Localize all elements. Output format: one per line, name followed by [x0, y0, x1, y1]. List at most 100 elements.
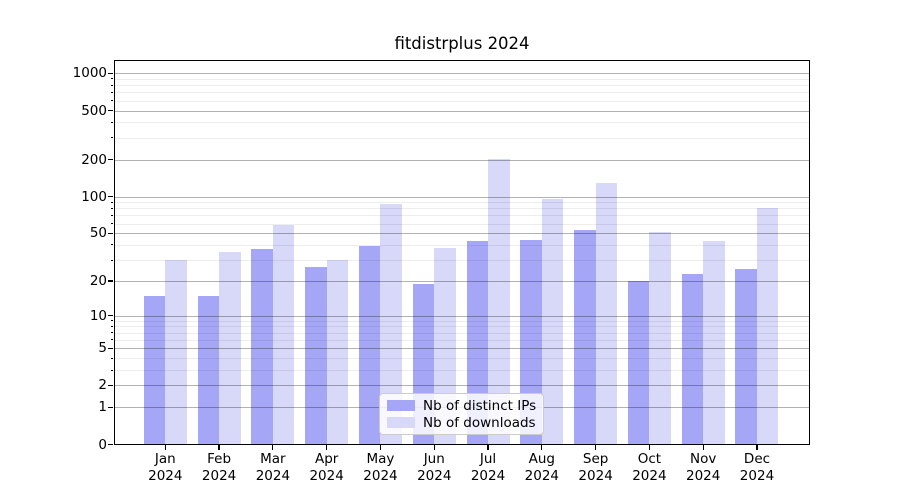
bar-nb-of-downloads-jul-2024	[488, 158, 510, 445]
bar-nb-of-distinct-ips-mar-2024	[251, 249, 273, 445]
x-tick-label-aug-2024: Aug 2024	[510, 451, 574, 484]
gridline-major-10	[114, 315, 810, 317]
y-minortick-90	[110, 201, 113, 203]
y-tick-label-0: 0	[98, 436, 107, 453]
y-tick-10	[108, 315, 113, 317]
x-tick-mar-2024	[272, 445, 274, 451]
gridline-minor-8	[114, 326, 810, 328]
y-minortick-3	[110, 369, 113, 371]
gridline-minor-6	[114, 339, 810, 341]
gridline-minor-700	[114, 92, 810, 94]
y-tick-20	[108, 280, 113, 282]
y-tick-label-1: 1	[98, 399, 107, 416]
y-minortick-900	[110, 78, 113, 80]
x-tick-label-sep-2024: Sep 2024	[564, 451, 628, 484]
bar-nb-of-downloads-apr-2024	[326, 260, 349, 445]
x-tick-label-jan-2024: Jan 2024	[133, 451, 197, 484]
legend-swatch-nb-of-distinct-ips	[387, 400, 415, 411]
y-tick-1000	[108, 72, 113, 74]
year-label: 2024	[363, 467, 398, 484]
y-minortick-300	[110, 137, 113, 139]
x-tick-sep-2024	[595, 445, 597, 451]
y-minortick-60	[110, 223, 113, 225]
y-tick-5	[108, 347, 113, 349]
gridline-minor-3	[114, 370, 810, 372]
legend-swatch-nb-of-downloads	[387, 417, 415, 428]
gridline-major-200	[114, 159, 810, 161]
x-tick-label-may-2024: May 2024	[348, 451, 412, 484]
y-tick-label-5: 5	[98, 340, 107, 357]
gridline-minor-7	[114, 332, 810, 334]
y-tick-100	[108, 195, 113, 198]
gridline-minor-30	[114, 260, 810, 261]
y-tick-label-200: 200	[81, 151, 107, 168]
year-label: 2024	[255, 467, 291, 484]
gridline-major-1000	[114, 73, 810, 75]
y-tick-50	[108, 232, 113, 234]
year-label: 2024	[470, 467, 506, 484]
year-label: 2024	[578, 467, 613, 484]
x-tick-label-apr-2024: Apr 2024	[295, 451, 359, 484]
y-minortick-700	[110, 91, 113, 93]
gridline-minor-70	[114, 215, 810, 217]
bar-nb-of-distinct-ips-sep-2024	[574, 230, 596, 445]
bar-nb-of-distinct-ips-nov-2024	[681, 273, 704, 445]
y-tick-label-500: 500	[81, 102, 107, 119]
month-label: Oct	[637, 451, 662, 467]
x-tick-label-mar-2024: Mar 2024	[241, 451, 305, 484]
x-tick-label-jun-2024: Jun 2024	[402, 451, 466, 484]
x-tick-nov-2024	[702, 445, 704, 451]
gridline-major-20	[114, 280, 810, 282]
month-label: Sep	[582, 451, 609, 467]
legend: Nb of distinct IPs Nb of downloads	[379, 393, 544, 435]
y-minortick-30	[110, 259, 113, 261]
y-minortick-6	[110, 339, 113, 341]
y-minortick-800	[110, 84, 113, 86]
gridline-minor-80	[114, 208, 810, 210]
x-tick-jan-2024	[164, 445, 166, 451]
gridline-minor-40	[114, 244, 810, 246]
x-tick-label-jul-2024: Jul 2024	[456, 451, 520, 484]
year-label: 2024	[739, 467, 775, 484]
y-tick-500	[108, 109, 113, 112]
x-tick-aug-2024	[541, 445, 543, 451]
y-tick-label-1000: 1000	[72, 65, 107, 82]
year-label: 2024	[201, 467, 237, 484]
y-minortick-70	[110, 214, 113, 216]
legend-item-nb-of-downloads: Nb of downloads	[387, 415, 536, 431]
y-tick-label-100: 100	[81, 188, 107, 205]
bar-nb-of-downloads-jan-2024	[165, 260, 187, 445]
legend-label: Nb of distinct IPs	[423, 397, 537, 414]
year-label: 2024	[632, 467, 667, 484]
x-tick-apr-2024	[326, 445, 328, 451]
x-tick-feb-2024	[218, 445, 220, 451]
y-tick-label-50: 50	[89, 225, 107, 242]
bar-nb-of-distinct-ips-may-2024	[358, 246, 381, 445]
month-label: Aug	[528, 451, 556, 467]
month-label: Jul	[479, 451, 497, 467]
x-tick-label-feb-2024: Feb 2024	[187, 451, 251, 484]
x-tick-jun-2024	[433, 445, 435, 451]
month-label: Feb	[207, 451, 232, 467]
y-minortick-600	[110, 100, 113, 102]
month-label: Apr	[314, 451, 339, 467]
bar-nb-of-distinct-ips-jan-2024	[143, 295, 166, 445]
year-label: 2024	[309, 467, 344, 484]
bar-nb-of-downloads-oct-2024	[649, 232, 671, 445]
x-tick-dec-2024	[756, 445, 758, 451]
gridline-major-5	[114, 348, 810, 350]
gridline-major-50	[114, 233, 810, 235]
x-tick-label-oct-2024: Oct 2024	[617, 451, 681, 484]
gridline-minor-300	[114, 137, 810, 139]
gridline-major-100	[114, 196, 810, 198]
x-tick-label-dec-2024: Dec 2024	[725, 451, 789, 484]
bar-nb-of-downloads-aug-2024	[541, 198, 564, 445]
bar-nb-of-downloads-may-2024	[380, 203, 402, 445]
month-label: Dec	[743, 451, 771, 467]
gridline-minor-60	[114, 223, 810, 225]
x-tick-may-2024	[379, 445, 382, 451]
y-minortick-4	[110, 357, 113, 359]
gridline-minor-600	[114, 100, 810, 102]
gridline-minor-9	[114, 320, 810, 322]
